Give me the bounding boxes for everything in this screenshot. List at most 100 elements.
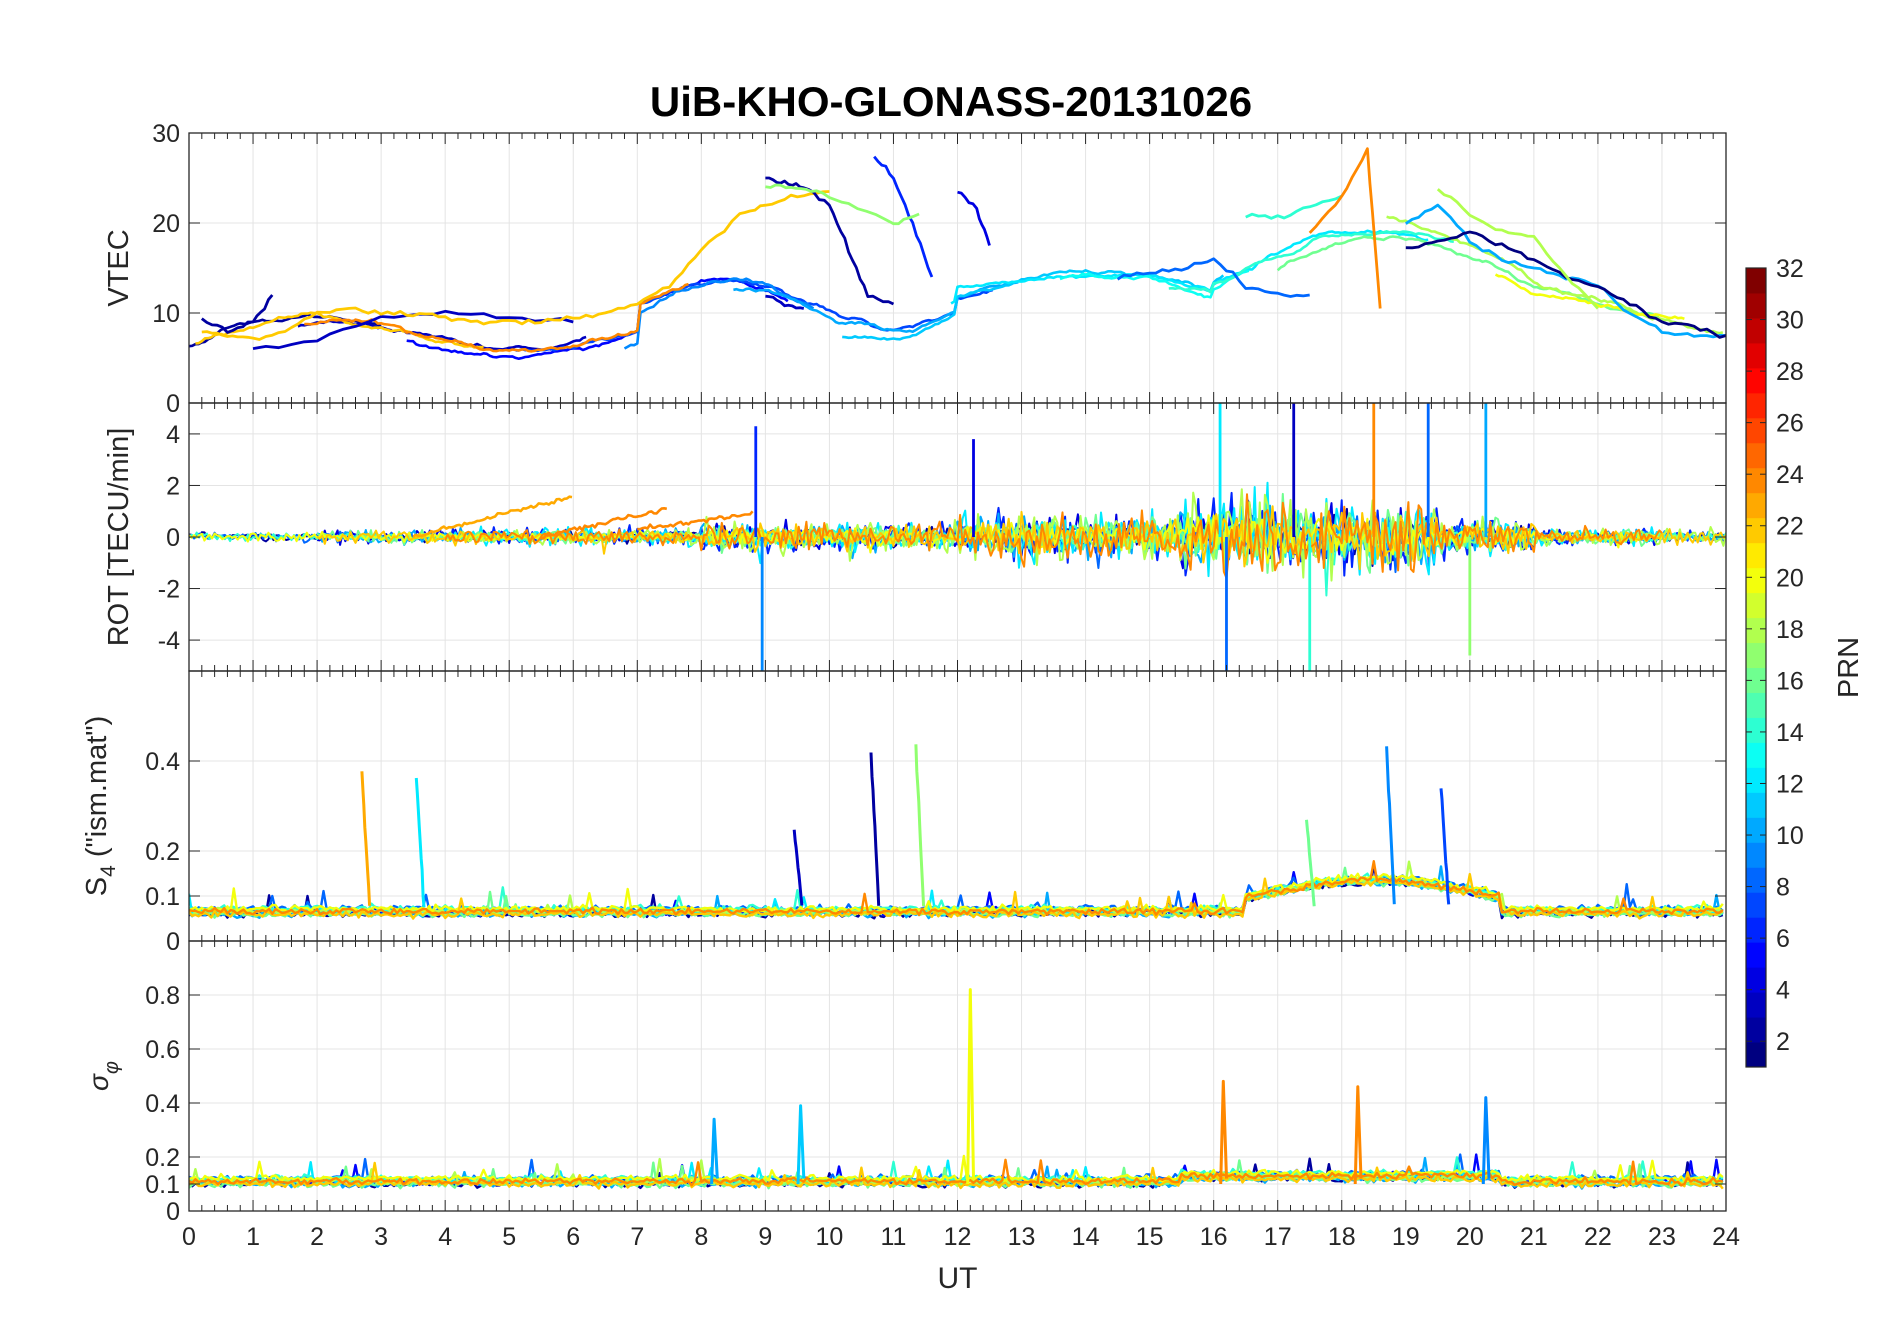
y-tick-label: 4 (166, 421, 180, 449)
x-tick-label: 21 (1520, 1223, 1548, 1251)
s4-series-line (189, 872, 1724, 920)
sigma-series-line (189, 1158, 1724, 1187)
colorbar-band (1746, 967, 1766, 993)
colorbar-tick-label: 12 (1776, 770, 1804, 798)
sigma-spike (710, 1117, 719, 1185)
x-tick-label: 23 (1648, 1223, 1676, 1251)
s4-spike (414, 777, 426, 908)
colorbar-tick-label: 28 (1776, 358, 1804, 386)
colorbar-band (1746, 867, 1766, 893)
y-tick-label: 20 (152, 210, 180, 238)
colorbar-band (1746, 892, 1766, 918)
y-axis-label-group: VTEC (103, 229, 135, 306)
y-tick-label: 0.4 (145, 1090, 180, 1118)
vtec-series-line (1116, 257, 1310, 298)
y-tick-label: 10 (152, 300, 180, 328)
y-tick-label: 0.8 (145, 982, 180, 1010)
colorbar-band (1746, 592, 1766, 619)
sigma-spike (1353, 1085, 1363, 1185)
colorbar-band (1746, 817, 1766, 843)
x-tick-label: 4 (438, 1223, 452, 1251)
y-tick-label: 0.2 (145, 1144, 180, 1172)
vtec-series-line (297, 319, 587, 352)
colorbar-band (1746, 767, 1766, 793)
x-tick-label: 8 (694, 1223, 708, 1251)
colorbar-band (1746, 492, 1766, 519)
y-tick-label: 0.2 (145, 838, 180, 866)
x-axis-label: UT (938, 1262, 978, 1295)
sigma-spike (1219, 1079, 1228, 1185)
x-tick-label: 24 (1712, 1223, 1740, 1251)
colorbar-band (1746, 467, 1766, 494)
colorbar-tick-label: 14 (1776, 719, 1804, 747)
colorbar-band (1746, 617, 1766, 644)
colorbar-band (1746, 692, 1766, 718)
vtec-series-line (1059, 269, 1250, 299)
y-tick-label: 0 (166, 1198, 180, 1226)
y-tick-label: 0 (166, 928, 180, 956)
colorbar-band (1746, 268, 1766, 294)
colorbar-tick-label: 22 (1776, 513, 1804, 541)
colorbar-band (1746, 992, 1766, 1018)
y-tick-label: 0 (166, 390, 180, 418)
x-tick-label: 3 (374, 1223, 388, 1251)
colorbar-band (1746, 842, 1766, 868)
y-tick-label: 0 (166, 524, 180, 552)
vtec-series-line (406, 277, 789, 361)
colorbar-label-group: PRN (1833, 637, 1865, 698)
s4-spike (1439, 788, 1451, 905)
vtec-series-line (765, 176, 895, 306)
colorbar-band (1746, 667, 1766, 693)
colorbar-tick-label: 18 (1776, 616, 1804, 644)
s4-series-line (189, 860, 1724, 917)
rot-series-line (540, 506, 668, 541)
x-tick-label: 15 (1136, 1223, 1164, 1251)
vtec-series-line (200, 294, 274, 334)
sigma-spike (796, 1104, 806, 1185)
colorbar-tick-label: 30 (1776, 307, 1804, 335)
s4-spike (360, 771, 372, 906)
vtec-series-line (1436, 188, 1599, 310)
x-tick-label: 13 (1008, 1223, 1036, 1251)
y-axis-label: VTEC (103, 229, 135, 306)
s4-spike (1305, 819, 1316, 907)
y-axis-label-group: S4 ("ism.mat") (81, 716, 120, 897)
s4-spike (792, 829, 804, 906)
colorbar-band (1746, 942, 1766, 968)
colorbar-tick-label: 32 (1776, 255, 1804, 283)
colorbar-band (1746, 417, 1766, 444)
y-axis-label: σφ (83, 1061, 123, 1091)
colorbar-frame (1745, 267, 1767, 1068)
s4-spike (869, 752, 881, 906)
vtec-series-line (1405, 203, 1726, 339)
colorbar-tick-label: 24 (1776, 461, 1804, 489)
colorbar-tick-label: 10 (1776, 822, 1804, 850)
y-axis-label-group: σφ (83, 1061, 123, 1091)
colorbar-band (1746, 442, 1766, 469)
y-axis-label: S4 ("ism.mat") (81, 716, 120, 897)
y-tick-label: 0.4 (145, 748, 180, 776)
x-tick-label: 1 (246, 1223, 260, 1251)
vtec-series-line (1276, 235, 1660, 319)
vtec-series-line (201, 190, 830, 341)
x-tick-label: 7 (630, 1223, 644, 1251)
x-tick-label: 20 (1456, 1223, 1484, 1251)
x-tick-label: 6 (566, 1223, 580, 1251)
x-tick-label: 11 (880, 1223, 906, 1251)
colorbar-band (1746, 317, 1766, 344)
colorbar-tick-label: 4 (1776, 977, 1790, 1005)
x-tick-label: 2 (310, 1223, 324, 1251)
colorbar-band (1746, 717, 1766, 743)
y-tick-label: 30 (152, 120, 180, 148)
vtec-series-line (1386, 215, 1724, 335)
y-tick-label: 0.1 (145, 883, 180, 911)
vtec-series-line (765, 183, 920, 226)
x-tick-label: 17 (1264, 1223, 1292, 1251)
colorbar-band (1746, 342, 1766, 369)
colorbar-tick-label: 16 (1776, 667, 1804, 695)
s4-spike (1385, 746, 1396, 905)
s4-spike (914, 744, 926, 907)
vtec-series-line (1494, 273, 1685, 320)
colorbar-tick-label: 8 (1776, 874, 1790, 902)
